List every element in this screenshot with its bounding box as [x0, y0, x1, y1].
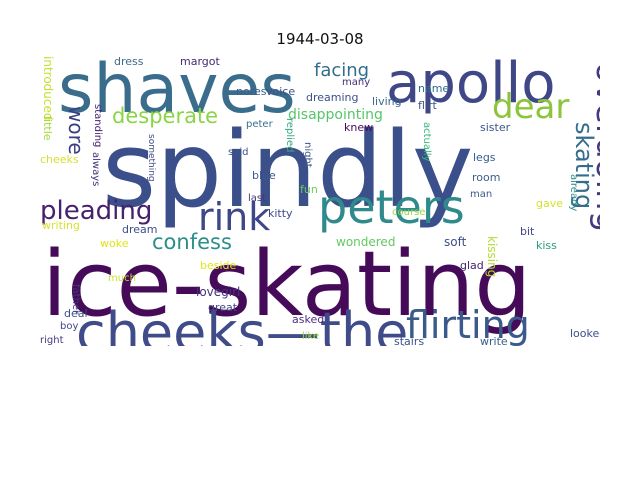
cloud-word: legs	[473, 151, 496, 164]
cloud-title: 1944-03-08	[276, 30, 364, 48]
cloud-word: write	[480, 335, 508, 346]
cloud-word: shaves	[58, 56, 296, 129]
cloud-word: name	[418, 82, 450, 95]
cloud-word: little	[41, 116, 54, 141]
cloud-word: said	[228, 147, 249, 158]
cloud-word: kiss	[536, 239, 557, 252]
cloud-word: bit	[520, 225, 535, 238]
cloud-word: cheeks—the	[76, 301, 409, 347]
cloud-word: spindly	[102, 109, 474, 231]
cloud-word: already	[568, 174, 579, 212]
cloud-word: course	[392, 207, 426, 218]
cloud-word: kitty	[268, 207, 293, 220]
cloud-word: room	[472, 171, 501, 184]
cloud-word: boy	[60, 321, 79, 332]
cloud-word: replied	[284, 118, 295, 153]
cloud-word: flirting	[406, 303, 530, 346]
cloud-word: looked	[570, 327, 600, 340]
cloud-word: sister	[480, 121, 511, 134]
cloud-word: father	[70, 284, 81, 315]
cloud-word: standing	[92, 104, 103, 148]
cloud-word: voice	[266, 85, 296, 98]
cloud-word: last	[248, 193, 267, 204]
cloud-word: skating	[570, 122, 598, 210]
cloud-word: disappointing	[288, 107, 383, 123]
cloud-word: fun	[300, 183, 318, 196]
cloud-word: stairs	[394, 335, 425, 346]
cloud-word: glad	[460, 259, 484, 272]
cloud-word: blue	[252, 169, 276, 182]
cloud-word: many	[342, 77, 371, 88]
cloud-word: wore	[64, 106, 88, 155]
cloud-word: cheeks	[40, 153, 79, 166]
cloud-word: pleading	[40, 196, 153, 226]
cloud-word: soft	[444, 235, 467, 249]
cloud-word: margot	[180, 56, 220, 68]
cloud-word: like	[302, 331, 320, 342]
cloud-word: something	[146, 134, 156, 182]
cloud-word: peter	[246, 119, 273, 130]
cloud-word: gave	[536, 197, 564, 210]
cloud-word: overdoing	[588, 62, 600, 233]
cloud-word: asked	[292, 313, 325, 326]
cloud-word: night	[302, 142, 313, 168]
cloud-word: apollo	[386, 56, 556, 116]
cloud-word: great	[208, 301, 238, 314]
cloud-word: right	[40, 335, 64, 346]
cloud-word: dear	[492, 87, 570, 127]
word-cloud: spindly ice-skating shaves apollo cheeks—the…	[40, 56, 600, 346]
cloud-word: facing	[314, 60, 370, 81]
cloud-word: kissing	[485, 236, 499, 278]
cloud-word: living	[372, 95, 402, 108]
cloud-word: desperate	[112, 104, 219, 128]
cloud-word: knew	[344, 121, 374, 134]
cloud-word: beside	[200, 259, 237, 272]
cloud-word: dream	[122, 223, 158, 236]
cloud-word: peters	[318, 180, 465, 234]
cloud-word: lovegirl	[196, 285, 241, 299]
cloud-word: actually	[421, 122, 432, 162]
cloud-word: much	[108, 273, 136, 284]
cloud-word: confess	[152, 230, 232, 254]
cloud-word: introduced	[41, 56, 55, 121]
cloud-word: wondered	[336, 235, 396, 249]
cloud-word: rink	[198, 195, 271, 239]
cloud-word: woke	[100, 237, 129, 250]
cloud-word: ice-skating	[42, 232, 532, 337]
cloud-word: dreaming	[306, 91, 359, 104]
cloud-word: man	[470, 189, 493, 200]
cloud-word: dress	[114, 56, 144, 68]
cloud-word: writing	[42, 219, 80, 232]
cloud-word: always	[90, 152, 101, 187]
cloud-word: notes	[236, 85, 267, 98]
cloud-word: flirt	[418, 99, 437, 112]
cloud-word: deal	[64, 307, 88, 320]
